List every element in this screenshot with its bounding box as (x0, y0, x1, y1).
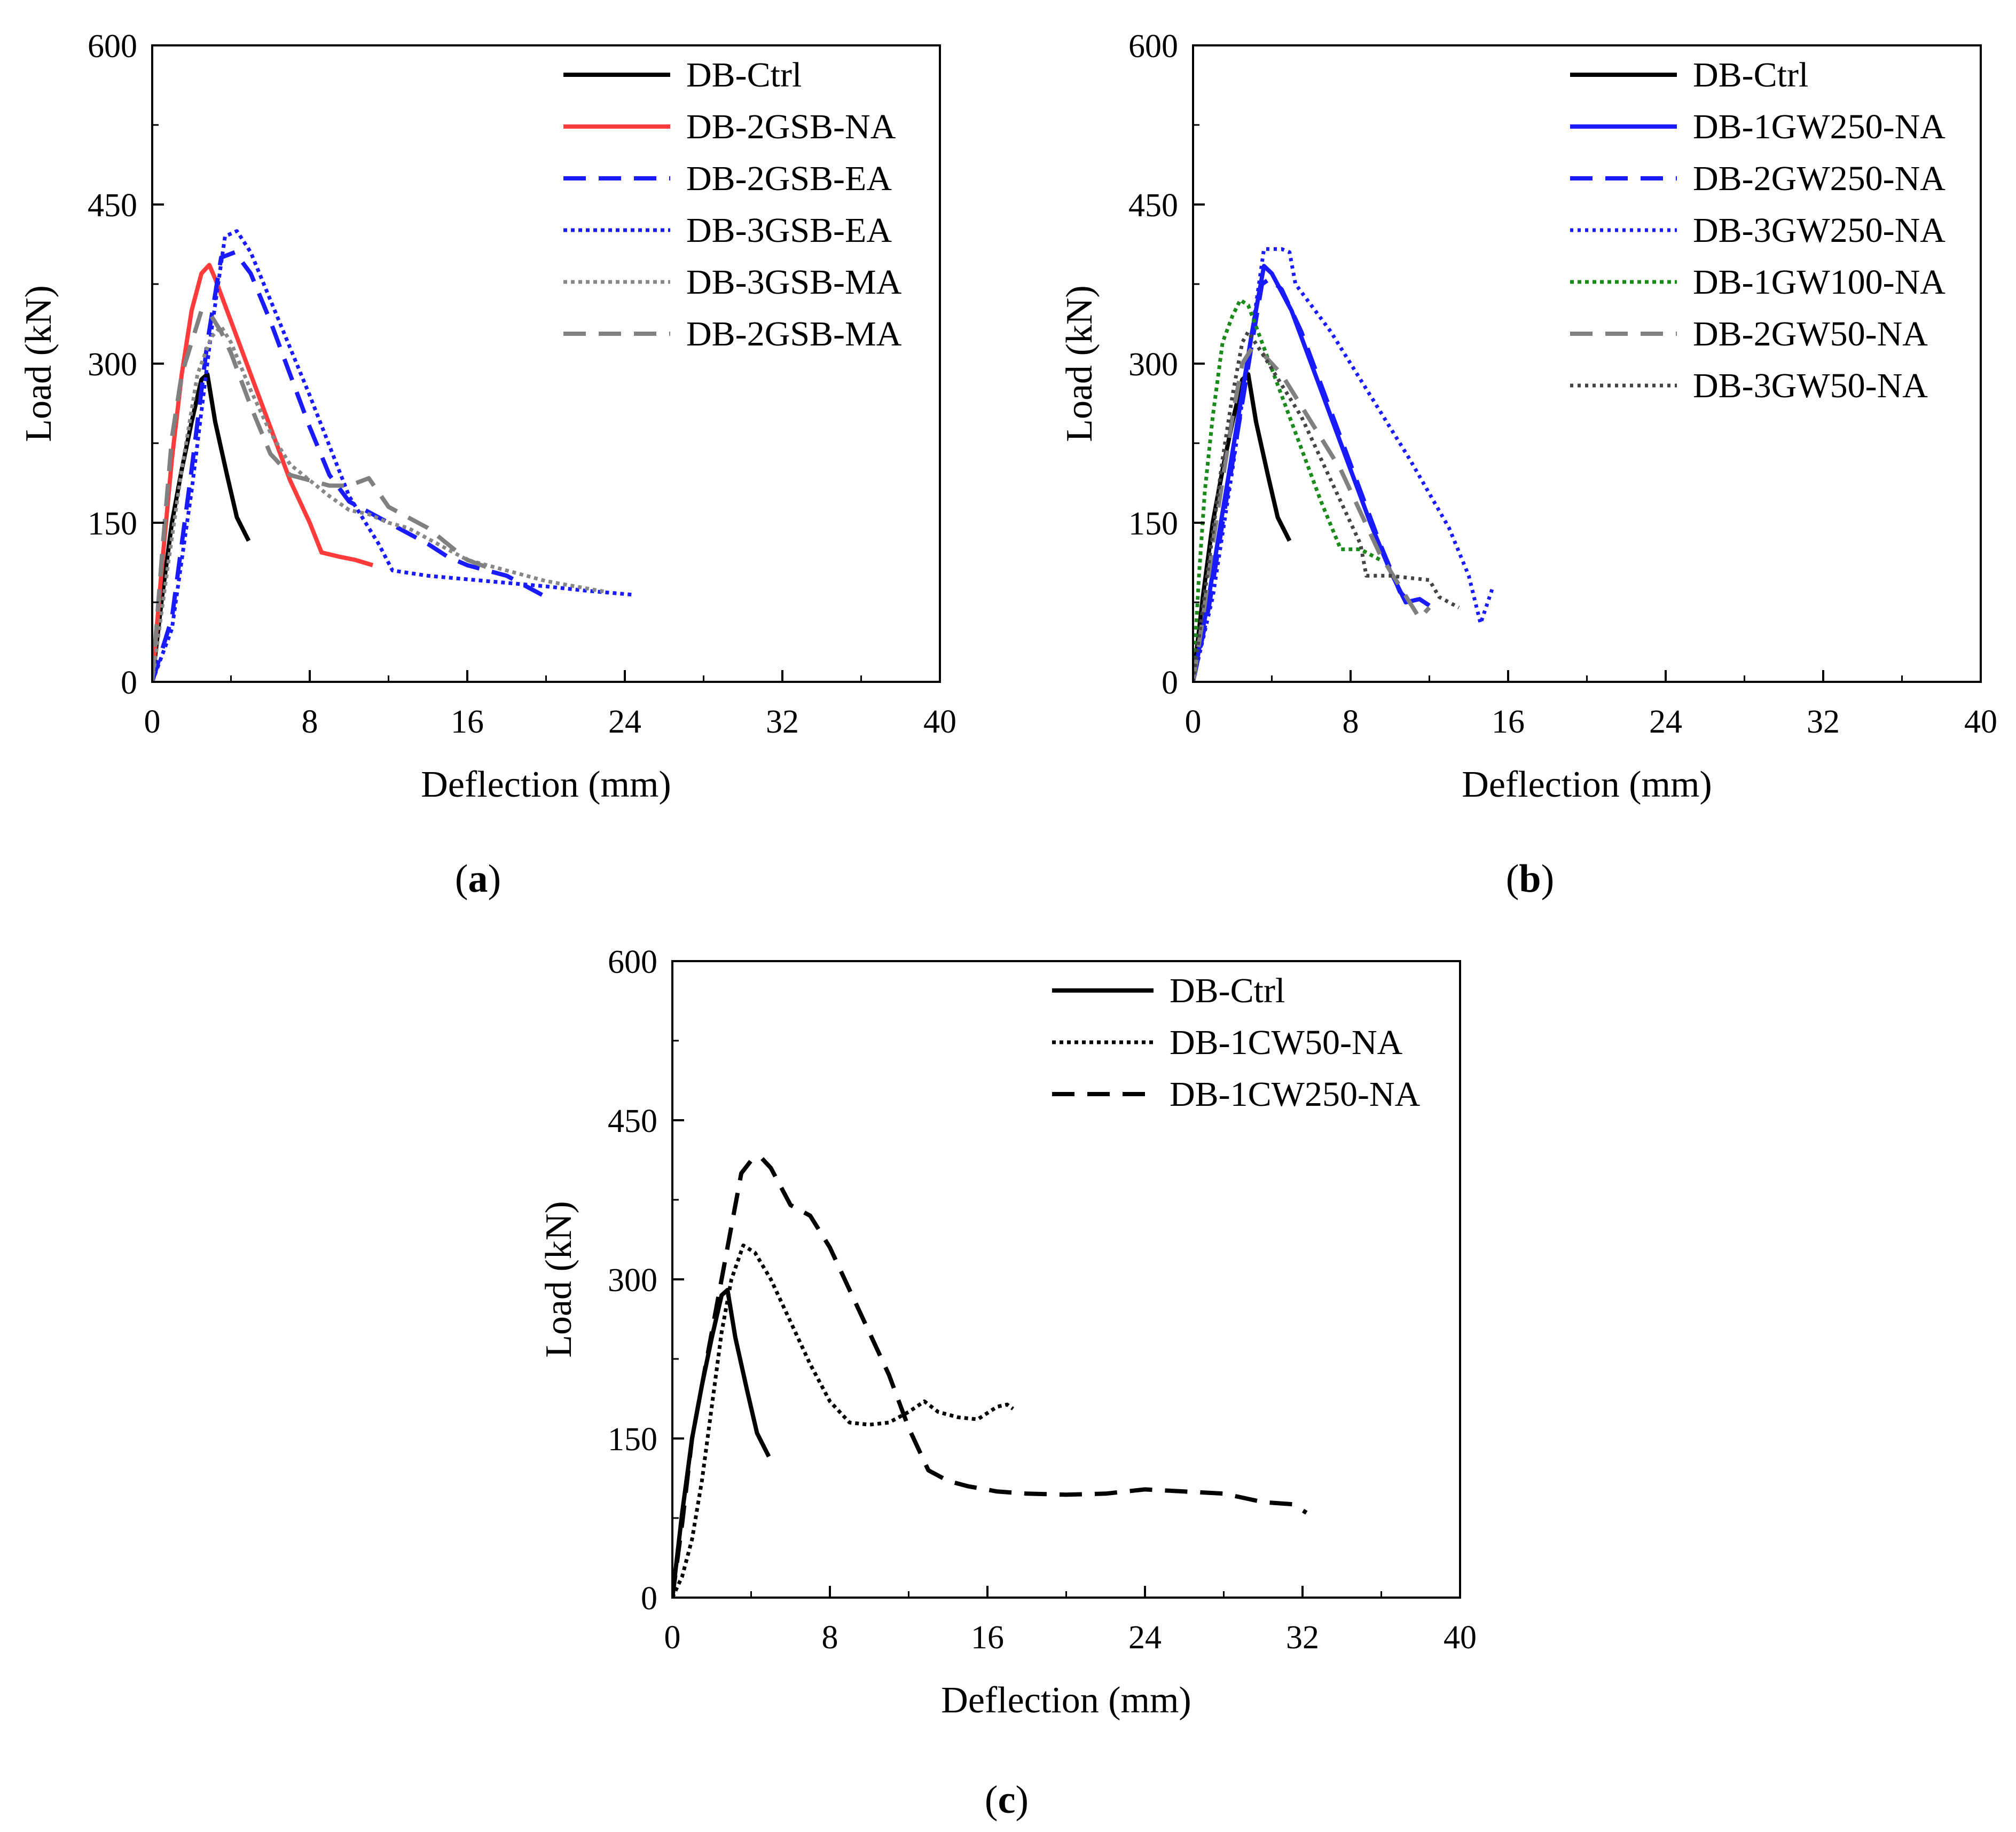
y-tick-label: 150 (88, 506, 137, 542)
y-tick-label: 150 (608, 1421, 657, 1458)
legend-label: DB-2GW250-NA (1693, 159, 1946, 198)
x-tick-label: 40 (1444, 1619, 1477, 1656)
x-tick-label: 0 (144, 704, 161, 740)
legend-label: DB-3GW250-NA (1693, 211, 1946, 250)
x-tick-label: 24 (1649, 704, 1682, 740)
x-axis-title: Deflection (mm) (941, 1680, 1191, 1721)
y-tick-label: 0 (641, 1581, 657, 1617)
x-tick-label: 16 (1492, 704, 1525, 740)
caption-open: ( (1506, 857, 1519, 901)
caption-open: ( (455, 857, 468, 901)
x-tick-label: 24 (1128, 1619, 1162, 1656)
x-tick-label: 8 (1343, 704, 1359, 740)
y-tick-label: 300 (88, 347, 137, 383)
x-tick-label: 16 (971, 1619, 1004, 1656)
y-tick-label: 450 (1128, 187, 1178, 224)
panel-caption: (b) (1506, 857, 1554, 901)
y-tick-label: 300 (1128, 347, 1178, 383)
legend-label: DB-1CW50-NA (1170, 1023, 1403, 1062)
x-tick-label: 0 (664, 1619, 681, 1656)
legend-label: DB-2GW50-NA (1693, 314, 1928, 353)
legend-label: DB-3GW50-NA (1693, 366, 1928, 405)
legend-label: DB-2GSB-EA (686, 159, 892, 198)
series-line-db-2gw250-na (1193, 277, 1411, 682)
caption-letter: b (1519, 857, 1541, 901)
series-line-db-2gsb-ma (152, 308, 488, 682)
y-axis-title: Load (kN) (538, 1201, 579, 1358)
caption-close: ) (1015, 1778, 1029, 1822)
legend-label: DB-Ctrl (1170, 971, 1285, 1010)
y-tick-label: 0 (1162, 665, 1178, 701)
y-axis-title: Load (kN) (18, 285, 59, 442)
y-tick-label: 0 (121, 665, 137, 701)
series-group (672, 1155, 1308, 1598)
series-line-db-1cw50-na (672, 1243, 1014, 1598)
y-axis-title: Load (kN) (1059, 285, 1100, 442)
x-tick-label: 24 (608, 704, 641, 740)
y-tick-label: 600 (88, 28, 137, 65)
x-tick-label: 0 (1185, 704, 1202, 740)
chart-c: 0 8 16 24 32 40 0 150 300 450 600 Deflection (mm) Lo… (538, 944, 1477, 1822)
chart-b: 0 8 16 24 32 40 0 150 300 450 600 Deflection (mm) Lo… (1059, 28, 1997, 901)
x-tick-label: 32 (1286, 1619, 1319, 1656)
caption-open: ( (985, 1778, 998, 1822)
series-line-db-1gw100-na (1193, 298, 1381, 682)
x-tick-label: 40 (923, 704, 956, 740)
series-line-db-1cw250-na (672, 1155, 1308, 1598)
x-axis-title: Deflection (mm) (1462, 764, 1712, 805)
y-tick-label: 600 (1128, 28, 1178, 65)
x-tick-label: 8 (822, 1619, 838, 1656)
caption-close: ) (1541, 857, 1555, 901)
legend-label: DB-1CW250-NA (1170, 1075, 1421, 1114)
legend-label: DB-Ctrl (1693, 56, 1808, 95)
y-tick-label: 150 (1128, 506, 1178, 542)
legend-label: DB-1GW250-NA (1693, 107, 1946, 146)
series-group (1193, 247, 1494, 682)
caption-close: ) (488, 857, 501, 901)
panel-caption: (a) (455, 857, 501, 901)
legend-label: DB-1GW100-NA (1693, 263, 1946, 302)
series-line-db-ctrl (152, 372, 251, 682)
x-tick-label: 32 (1807, 704, 1840, 740)
panel-caption: (c) (985, 1778, 1029, 1822)
series-line-db-2gsb-ea (152, 250, 543, 682)
caption-letter: a (468, 857, 488, 901)
legend-label: DB-2GSB-NA (686, 107, 896, 146)
x-tick-label: 40 (1964, 704, 1997, 740)
legend-label: DB-3GSB-MA (686, 263, 902, 302)
x-tick-label: 16 (451, 704, 484, 740)
legend-label: DB-Ctrl (686, 56, 802, 95)
series-line-db-3gw50-na (1193, 329, 1460, 682)
y-tick-label: 450 (88, 187, 137, 224)
x-axis-title: Deflection (mm) (421, 764, 671, 805)
legend-label: DB-3GSB-EA (686, 211, 892, 250)
series-line-db-2gsb-na (152, 263, 374, 682)
series-line-db-3gsb-ma (152, 325, 606, 682)
series-line-db-2gw50-na (1193, 345, 1431, 682)
legend-label: DB-2GSB-MA (686, 314, 902, 353)
series-line-db-ctrl (672, 1287, 771, 1598)
y-tick-label: 450 (608, 1103, 657, 1139)
series-line-db-3gsb-ea (152, 229, 635, 682)
y-tick-label: 600 (608, 944, 657, 980)
caption-letter: c (998, 1778, 1016, 1822)
series-line-db-3gw250-na (1193, 247, 1494, 682)
y-tick-label: 300 (608, 1262, 657, 1299)
x-tick-label: 8 (302, 704, 318, 740)
series-group (152, 229, 635, 682)
chart-a: 0 8 16 24 32 40 0 150 300 450 600 Deflection (mm) Lo… (18, 28, 956, 901)
x-tick-label: 32 (766, 704, 799, 740)
